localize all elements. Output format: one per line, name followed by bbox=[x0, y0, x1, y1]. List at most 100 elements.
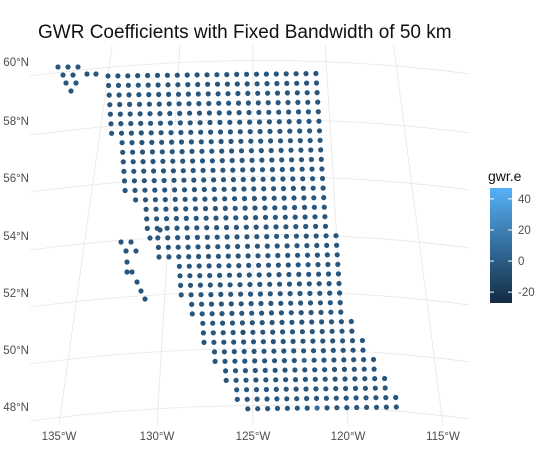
data-point bbox=[175, 235, 181, 241]
data-point bbox=[146, 101, 152, 107]
data-point bbox=[257, 281, 263, 287]
data-point bbox=[289, 166, 295, 172]
data-point bbox=[123, 248, 129, 254]
data-point bbox=[308, 309, 314, 316]
data-point bbox=[323, 233, 329, 239]
data-point bbox=[314, 252, 320, 258]
data-point bbox=[232, 205, 238, 211]
data-point bbox=[306, 271, 312, 277]
data-point bbox=[194, 234, 200, 240]
data-point bbox=[210, 320, 216, 326]
data-point bbox=[134, 279, 140, 285]
data-point bbox=[288, 300, 294, 306]
data-point bbox=[282, 205, 288, 211]
data-point bbox=[193, 215, 199, 221]
data-point bbox=[372, 385, 378, 391]
data-point bbox=[216, 100, 222, 106]
data-point bbox=[283, 386, 289, 392]
data-point bbox=[299, 166, 305, 172]
data-point bbox=[354, 404, 360, 411]
data-point bbox=[309, 319, 315, 325]
data-point bbox=[274, 396, 280, 402]
data-point bbox=[261, 186, 267, 192]
data-point bbox=[291, 195, 297, 201]
data-point bbox=[352, 385, 359, 391]
data-point bbox=[265, 253, 271, 259]
data-point bbox=[186, 263, 192, 269]
data-point bbox=[300, 176, 306, 182]
data-point bbox=[235, 253, 241, 259]
data-point bbox=[170, 168, 176, 174]
data-point bbox=[210, 167, 216, 173]
data-point bbox=[201, 339, 207, 345]
data-point bbox=[178, 282, 184, 288]
data-point bbox=[167, 120, 173, 126]
data-point bbox=[243, 224, 249, 230]
data-point bbox=[296, 118, 302, 125]
data-point bbox=[253, 377, 259, 383]
data-point bbox=[201, 177, 207, 183]
data-point bbox=[290, 338, 296, 344]
data-point bbox=[180, 168, 186, 174]
data-point bbox=[205, 91, 211, 97]
data-point bbox=[273, 386, 279, 392]
data-point bbox=[160, 158, 166, 164]
data-point bbox=[251, 348, 257, 354]
data-point bbox=[246, 262, 252, 268]
data-point bbox=[280, 329, 286, 335]
data-point bbox=[185, 82, 191, 88]
data-point bbox=[280, 186, 287, 192]
data-point bbox=[245, 253, 251, 259]
data-point bbox=[155, 82, 161, 88]
data-point bbox=[249, 320, 255, 326]
data-point bbox=[190, 167, 196, 174]
data-point bbox=[301, 357, 307, 363]
data-point bbox=[207, 119, 213, 126]
data-point bbox=[314, 242, 320, 249]
data-point bbox=[294, 90, 300, 96]
data-point bbox=[287, 291, 293, 297]
data-point bbox=[68, 88, 74, 94]
data-point bbox=[235, 100, 242, 106]
data-point bbox=[142, 296, 148, 302]
data-point bbox=[307, 128, 313, 134]
data-point bbox=[283, 377, 289, 383]
data-point bbox=[162, 197, 168, 203]
data-point bbox=[246, 272, 252, 278]
data-point bbox=[274, 233, 280, 239]
data-point bbox=[294, 80, 300, 86]
data-point bbox=[273, 224, 279, 230]
data-point bbox=[255, 406, 261, 412]
data-point bbox=[149, 139, 155, 145]
data-point bbox=[277, 291, 283, 297]
data-point bbox=[249, 157, 255, 163]
data-point bbox=[109, 130, 115, 136]
data-point bbox=[290, 185, 296, 191]
data-point bbox=[65, 64, 71, 70]
data-point bbox=[224, 81, 230, 87]
legend-label: 40 bbox=[518, 194, 531, 206]
data-point bbox=[221, 349, 227, 355]
data-point bbox=[107, 102, 113, 108]
data-point bbox=[320, 338, 326, 344]
data-point bbox=[364, 404, 370, 410]
data-point bbox=[313, 80, 320, 86]
data-point bbox=[334, 242, 340, 248]
lat-tick-label: 52°N bbox=[3, 288, 29, 300]
data-point bbox=[116, 92, 122, 98]
data-point bbox=[280, 176, 286, 182]
data-point bbox=[121, 178, 128, 184]
data-point bbox=[249, 310, 255, 316]
data-point bbox=[142, 197, 149, 203]
data-point bbox=[277, 138, 284, 144]
data-point bbox=[268, 310, 275, 316]
data-point bbox=[348, 318, 354, 325]
data-point bbox=[180, 158, 186, 164]
data-point bbox=[272, 214, 278, 220]
data-point bbox=[148, 120, 154, 126]
data-point bbox=[293, 386, 299, 392]
data-point bbox=[291, 348, 297, 354]
data-point bbox=[359, 337, 365, 344]
data-point bbox=[313, 233, 319, 239]
data-point bbox=[318, 147, 324, 153]
